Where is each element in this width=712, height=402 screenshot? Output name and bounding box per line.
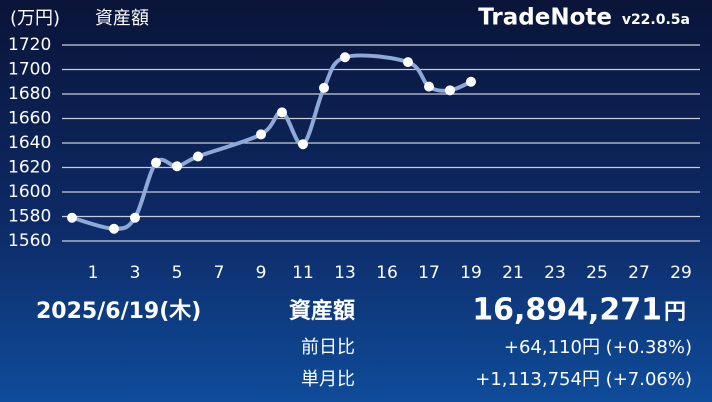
chart-label: 資産額	[95, 8, 149, 29]
x-tick-label: 17	[418, 263, 440, 283]
row-label: 単月比	[301, 369, 355, 390]
x-tick-label: 3	[130, 263, 141, 283]
app-name: TradeNote	[478, 5, 612, 31]
line	[71, 53, 472, 231]
y-tick-label: 1580	[8, 207, 51, 227]
point	[130, 212, 140, 223]
point	[445, 85, 455, 96]
point	[151, 157, 161, 168]
point	[67, 212, 77, 223]
y-tick-label: 1620	[8, 158, 51, 178]
point	[424, 81, 434, 92]
asset-value: 16,894,271	[472, 293, 662, 328]
x-tick-label: 9	[256, 263, 267, 283]
point	[277, 107, 287, 118]
row-value: +1,113,754円 (+7.06%)	[475, 369, 692, 390]
unit: (万円)	[10, 8, 60, 29]
x-tick-label: 23	[544, 263, 566, 283]
point	[256, 129, 266, 140]
y-tick-label: 1720	[8, 35, 51, 55]
y-tick-label: 1600	[8, 182, 51, 202]
point	[403, 57, 413, 68]
point	[193, 151, 203, 162]
point	[172, 161, 182, 172]
x-tick-label: 16	[376, 263, 398, 283]
x-tick-label: 21	[502, 263, 524, 283]
x-tick-label: 19	[460, 263, 482, 283]
date: 2025/6/19(木)	[36, 299, 201, 324]
x-tick-label: 5	[172, 263, 183, 283]
x-tick-label: 25	[586, 263, 608, 283]
point	[298, 139, 308, 150]
y-tick-label: 1660	[8, 109, 51, 129]
x-tick-label: 27	[628, 263, 650, 283]
y-tick-label: 1560	[8, 231, 51, 251]
version: v22.0.5a	[622, 12, 690, 28]
x-tick-label: 1	[88, 263, 99, 283]
y-tick-label: 1680	[8, 84, 51, 104]
row-label: 前日比	[301, 337, 355, 358]
x-tick-label: 13	[334, 263, 356, 283]
x-tick-label: 7	[214, 263, 225, 283]
y-tick-label: 1640	[8, 133, 51, 153]
point	[340, 52, 350, 63]
y-tick-label: 1700	[8, 60, 51, 80]
x-tick-label: 29	[670, 263, 692, 283]
x-tick-label: 11	[292, 263, 314, 283]
asset-unit: 円	[664, 300, 686, 325]
asset-label: 資産額	[289, 298, 355, 324]
point	[466, 76, 476, 87]
point	[109, 223, 119, 234]
point	[319, 82, 329, 93]
row-value: +64,110円 (+0.38%)	[504, 337, 692, 358]
